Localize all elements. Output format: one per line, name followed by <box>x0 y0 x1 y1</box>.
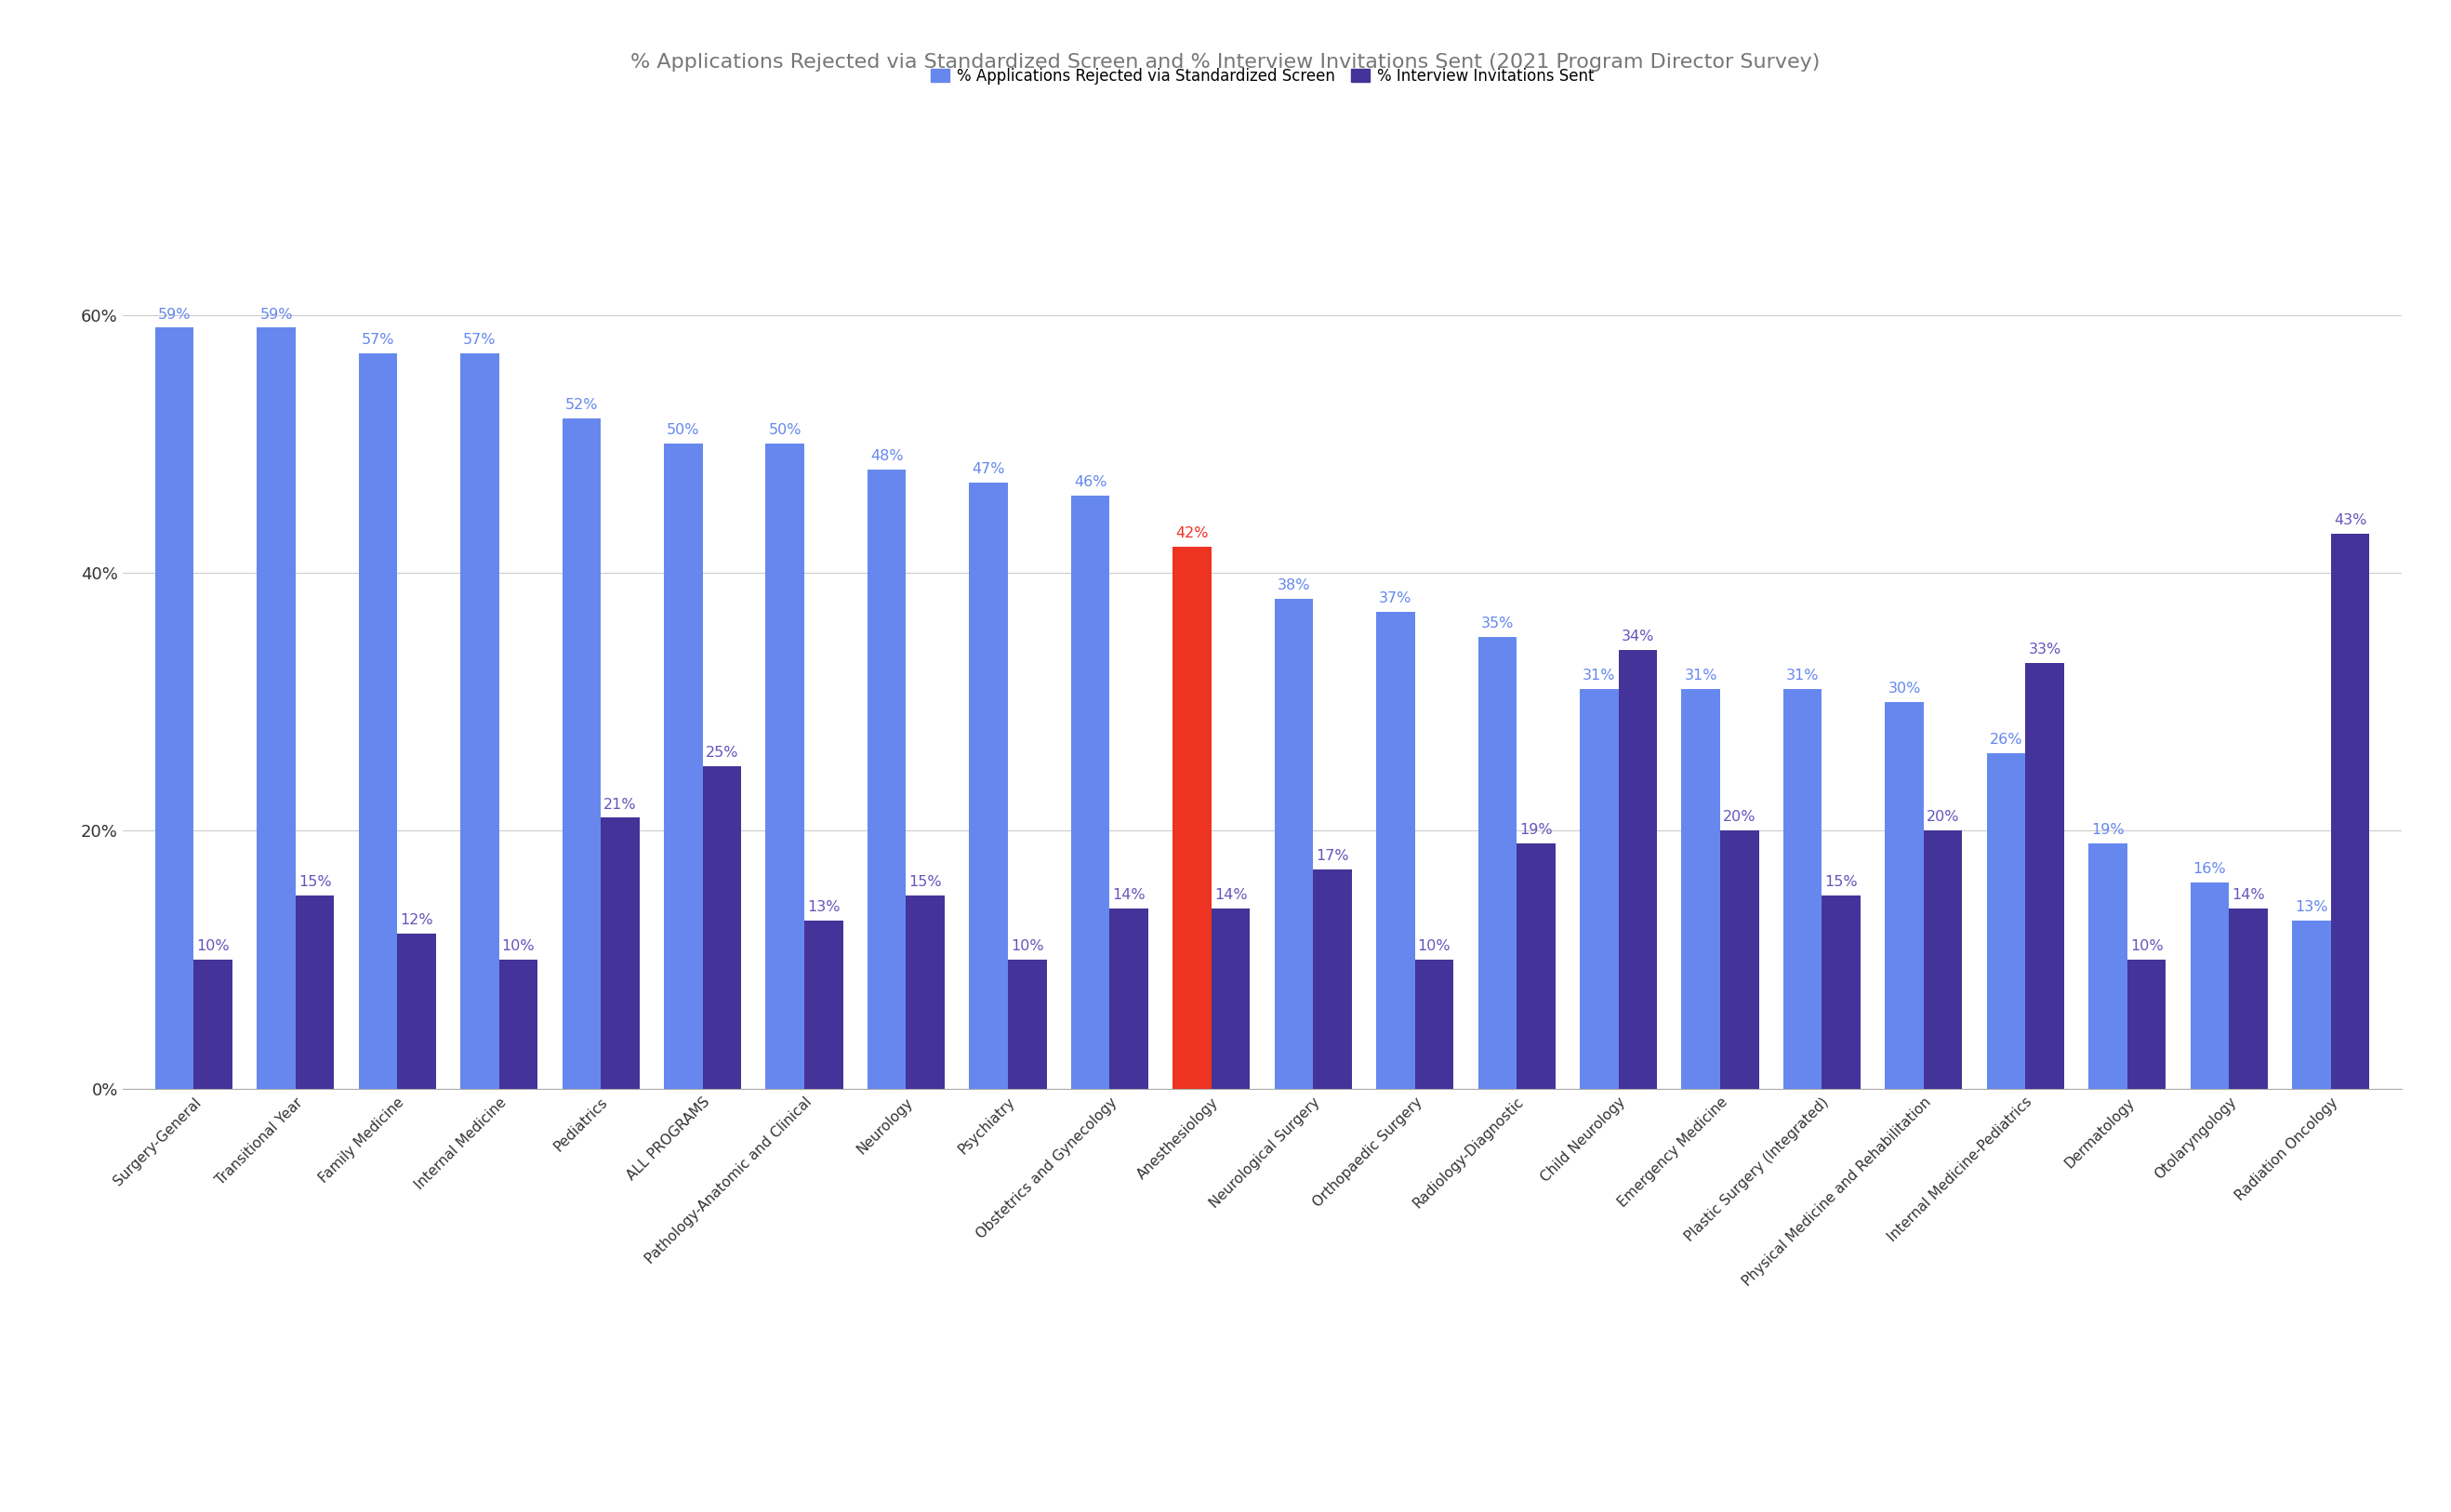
Text: 17%: 17% <box>1316 850 1348 863</box>
Text: 15%: 15% <box>909 875 941 889</box>
Bar <box>968 482 1007 1089</box>
Bar <box>1681 689 1721 1089</box>
Bar <box>2331 534 2370 1089</box>
Bar <box>1071 496 1110 1089</box>
Bar <box>194 960 233 1089</box>
Bar <box>1414 960 1453 1089</box>
Text: 57%: 57% <box>463 333 495 348</box>
Text: 25%: 25% <box>706 745 738 759</box>
Text: 30%: 30% <box>1887 682 1922 696</box>
Text: 20%: 20% <box>1723 810 1755 824</box>
Text: 50%: 50% <box>667 423 699 437</box>
Text: 16%: 16% <box>2194 862 2226 875</box>
Text: 47%: 47% <box>973 463 1005 476</box>
Text: 50%: 50% <box>770 423 801 437</box>
Bar <box>1924 830 1963 1089</box>
Text: 59%: 59% <box>157 307 191 322</box>
Text: 14%: 14% <box>1113 888 1145 901</box>
Text: 20%: 20% <box>1926 810 1958 824</box>
Text: 19%: 19% <box>2091 823 2125 838</box>
Bar <box>804 921 843 1089</box>
Bar <box>1988 753 2025 1089</box>
Bar <box>461 354 500 1089</box>
Text: 59%: 59% <box>260 307 292 322</box>
Bar <box>1007 960 1047 1089</box>
Text: 48%: 48% <box>870 449 904 463</box>
Bar <box>1314 869 1353 1089</box>
Text: 26%: 26% <box>1990 733 2022 747</box>
Bar <box>397 934 436 1089</box>
Text: 31%: 31% <box>1583 668 1615 682</box>
Text: 38%: 38% <box>1277 578 1311 593</box>
Bar <box>154 328 194 1089</box>
Text: 14%: 14% <box>2233 888 2265 901</box>
Bar <box>1721 830 1760 1089</box>
Text: 10%: 10% <box>196 939 230 953</box>
Bar <box>1275 599 1314 1089</box>
Bar <box>358 354 397 1089</box>
Text: 52%: 52% <box>566 398 598 411</box>
Bar <box>561 417 600 1089</box>
Bar <box>2127 960 2167 1089</box>
Bar <box>765 445 804 1089</box>
Text: 19%: 19% <box>1520 823 1551 838</box>
Bar <box>1377 611 1414 1089</box>
Bar <box>257 328 297 1089</box>
Bar <box>500 960 537 1089</box>
Text: 10%: 10% <box>2130 939 2164 953</box>
Text: 34%: 34% <box>1620 631 1654 644</box>
Bar <box>1110 909 1150 1089</box>
Text: 35%: 35% <box>1480 617 1515 631</box>
Bar <box>297 895 333 1089</box>
Bar <box>1821 895 1860 1089</box>
Bar <box>1478 637 1517 1089</box>
Text: 21%: 21% <box>603 797 637 812</box>
Bar <box>2228 909 2267 1089</box>
Bar <box>1885 702 1924 1089</box>
Bar <box>2025 664 2064 1089</box>
Bar <box>703 767 740 1089</box>
Text: 10%: 10% <box>1010 939 1044 953</box>
Bar <box>1784 689 1821 1089</box>
Bar <box>1618 650 1657 1089</box>
Text: 14%: 14% <box>1213 888 1248 901</box>
Text: 12%: 12% <box>400 913 434 927</box>
Bar <box>1581 689 1618 1089</box>
Bar <box>907 895 944 1089</box>
Text: 42%: 42% <box>1176 526 1208 541</box>
Bar <box>1211 909 1250 1089</box>
Bar <box>600 818 640 1089</box>
Text: 13%: 13% <box>2294 901 2328 915</box>
Bar <box>1172 547 1211 1089</box>
Bar <box>2292 921 2331 1089</box>
Text: 43%: 43% <box>2333 514 2368 528</box>
Text: 37%: 37% <box>1380 591 1412 605</box>
Text: 15%: 15% <box>1824 875 1858 889</box>
Text: 31%: 31% <box>1787 668 1819 682</box>
Text: 13%: 13% <box>806 901 841 915</box>
Text: 10%: 10% <box>502 939 534 953</box>
Text: 31%: 31% <box>1684 668 1718 682</box>
Text: 15%: 15% <box>299 875 331 889</box>
Bar <box>868 470 907 1089</box>
Bar <box>664 445 703 1089</box>
Text: 33%: 33% <box>2029 643 2061 656</box>
Bar <box>2191 883 2228 1089</box>
Text: % Applications Rejected via Standardized Screen and % Interview Invitations Sent: % Applications Rejected via Standardized… <box>630 53 1821 71</box>
Bar <box>1517 844 1556 1089</box>
Text: 57%: 57% <box>360 333 395 348</box>
Text: 10%: 10% <box>1417 939 1451 953</box>
Text: 46%: 46% <box>1074 475 1108 488</box>
Legend: % Applications Rejected via Standardized Screen, % Interview Invitations Sent: % Applications Rejected via Standardized… <box>924 62 1601 91</box>
Bar <box>2088 844 2127 1089</box>
